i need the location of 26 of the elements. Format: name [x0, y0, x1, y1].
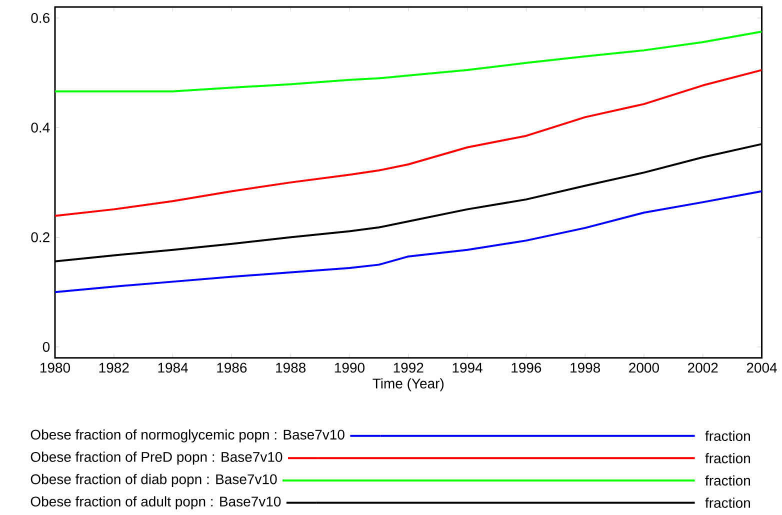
- x-tick-label: 1988: [276, 362, 306, 373]
- x-tick-label: 2004: [746, 362, 777, 373]
- x-tick-label: 1990: [334, 362, 364, 373]
- x-tick-label: 2000: [629, 362, 659, 373]
- x-tick-label: 1982: [99, 362, 129, 373]
- x-tick-label: 1996: [512, 362, 542, 373]
- text: fraction: [705, 453, 750, 464]
- x-tick-label: 1980: [40, 362, 70, 373]
- legend-label: Obese fraction of diab popn : Base7v10: [30, 474, 277, 488]
- x-tick-label: 1998: [570, 362, 600, 373]
- x-tick-label: 1984: [158, 362, 188, 373]
- text: fraction: [705, 475, 750, 486]
- x-tick-label: 2002: [688, 362, 718, 373]
- text: fraction: [705, 498, 750, 508]
- legend-label: Obese fraction of PreD popn : Base7v10: [30, 452, 282, 465]
- y-tick-label: 0.2: [31, 232, 50, 242]
- text: fraction: [705, 430, 750, 442]
- legend-label: Obese fraction of normoglycemic popn : Base7v10: [30, 429, 344, 442]
- x-tick-label: 1986: [217, 362, 247, 373]
- x-tick-label: 1992: [394, 362, 424, 373]
- legend-label: Obese fraction of adult popn : Base7v10: [30, 496, 281, 510]
- y-tick-label: 0.6: [31, 13, 50, 23]
- y-tick-label: 0.4: [31, 122, 50, 133]
- y-tick-label: 0: [42, 342, 50, 352]
- x-tick-label: 1994: [452, 362, 482, 373]
- x-axis-title: Time (Year): [372, 378, 444, 392]
